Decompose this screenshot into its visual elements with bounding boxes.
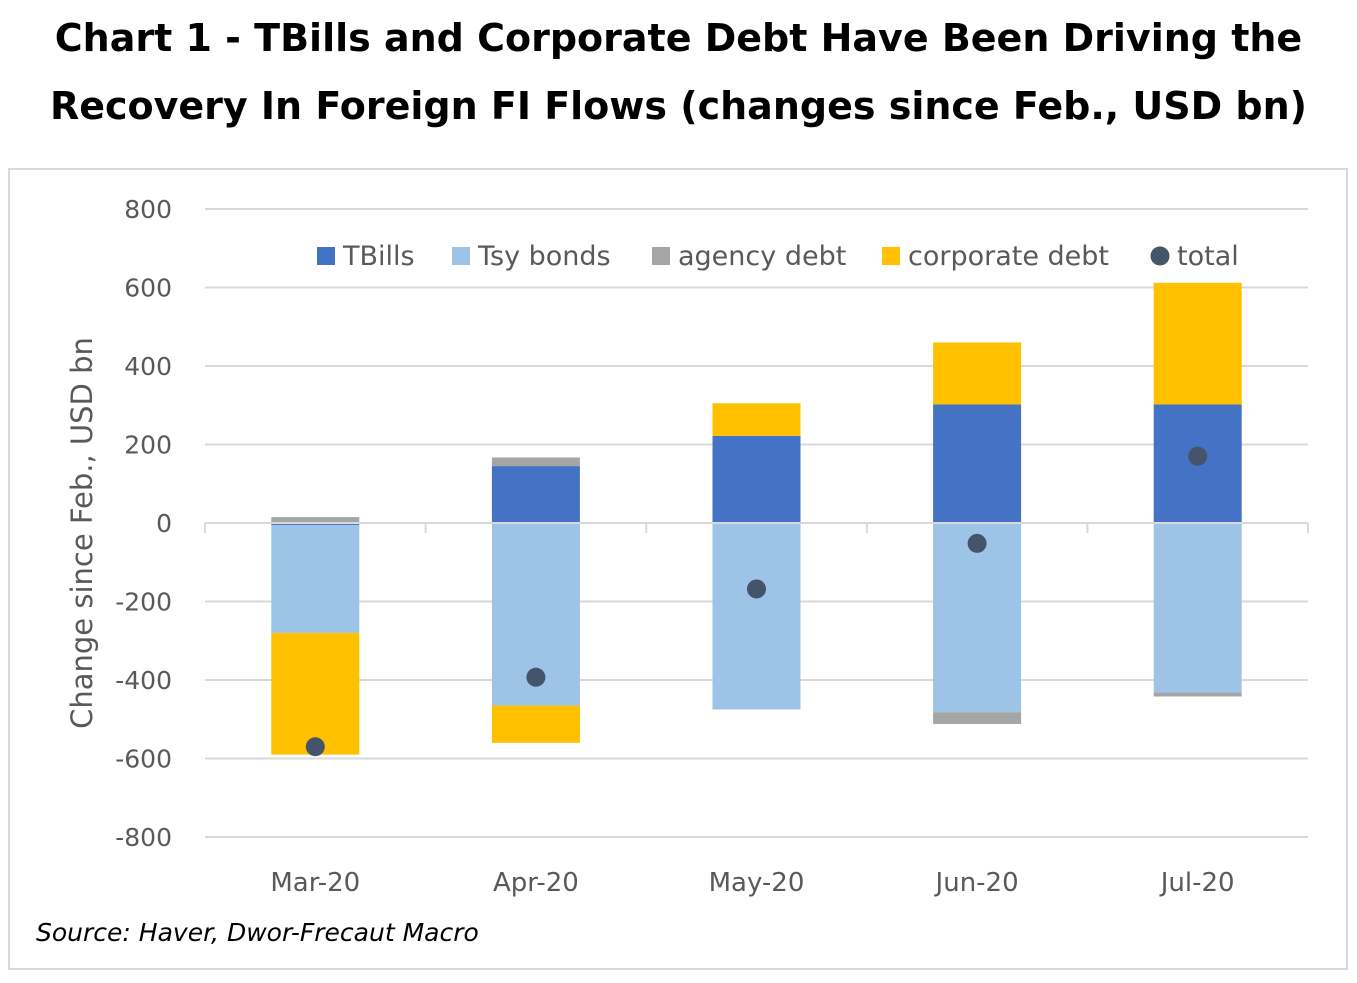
bar-tbills [491, 466, 580, 523]
y-tick-label: 600 [124, 274, 172, 303]
total-marker [1188, 446, 1208, 466]
legend-label-tbills: TBills [342, 241, 415, 272]
y-tick-label: -200 [115, 588, 172, 617]
bar-tsy-bonds [271, 524, 360, 633]
total-marker [305, 737, 325, 757]
bar-agency-debt [491, 457, 580, 467]
total-marker [967, 533, 987, 553]
bar-tsy-bonds [933, 523, 1022, 713]
legend-label-agency-debt: agency debt [678, 241, 846, 272]
chart-title: Chart 1 - TBills and Corporate Debt Have… [0, 4, 1357, 140]
y-tick-label: 800 [124, 195, 172, 224]
bar-corporate-debt [1153, 282, 1242, 405]
legend-swatch-corporate-debt [882, 247, 900, 265]
x-tick-label: Jul-20 [1159, 868, 1235, 898]
legend-label-total: total [1177, 241, 1239, 272]
y-axis-title: Change since Feb., USD bn [65, 337, 99, 729]
bar-agency-debt [271, 517, 360, 523]
bar-tsy-bonds [712, 523, 801, 710]
legend-label-tsy-bonds: Tsy bonds [477, 241, 611, 272]
y-tick-label: 200 [124, 431, 172, 460]
bar-agency-debt [1153, 692, 1242, 697]
source-note: Source: Haver, Dwor-Frecaut Macro [36, 918, 479, 947]
x-tick-label: Apr-20 [493, 868, 579, 898]
x-tick-label: Mar-20 [270, 868, 360, 898]
legend-swatch-tbills [317, 247, 335, 265]
y-tick-label: -600 [115, 745, 172, 774]
chart-title-line-1: Chart 1 - TBills and Corporate Debt Have… [54, 16, 1303, 60]
y-tick-label: 400 [124, 352, 172, 381]
y-tick-label: -800 [115, 823, 172, 852]
bar-corporate-debt [271, 632, 360, 755]
bar-tsy-bonds [1153, 523, 1242, 693]
legend-swatch-tsy-bonds [452, 247, 470, 265]
bar-corporate-debt [712, 403, 801, 436]
bar-corporate-debt [491, 705, 580, 743]
legend-swatch-agency-debt [652, 247, 670, 265]
bar-corporate-debt [933, 342, 1022, 405]
bar-tbills [712, 435, 801, 523]
x-tick-label: Jun-20 [934, 868, 1019, 898]
bar-tbills [933, 404, 1022, 523]
legend-label-corporate-debt: corporate debt [908, 241, 1109, 272]
bar-agency-debt [933, 712, 1022, 724]
legend-swatch-total [1150, 246, 1170, 266]
total-marker [526, 667, 546, 687]
y-tick-label: -400 [115, 666, 172, 695]
total-marker [747, 579, 766, 599]
y-tick-label: 0 [156, 509, 172, 538]
x-tick-label: May-20 [709, 868, 805, 898]
chart-title-line-2: Recovery In Foreign FI Flows (changes si… [49, 84, 1308, 128]
